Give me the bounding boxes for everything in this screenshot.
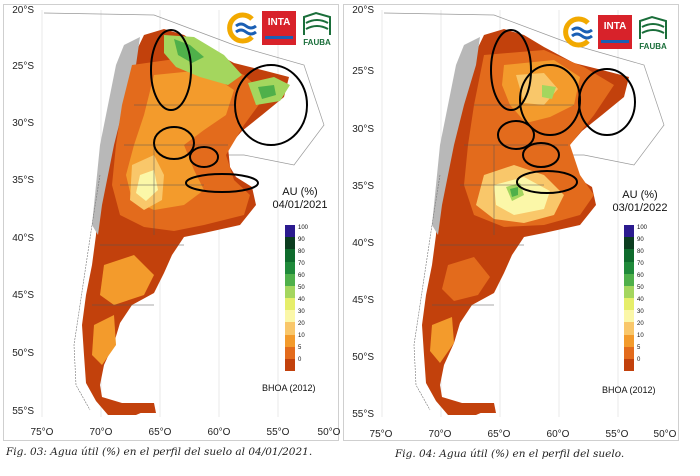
caption-fig03: Fig. 03: Agua útil (%) en el perfil del … <box>6 446 313 458</box>
legend-date: 03/01/2022 <box>612 202 668 214</box>
lon-label: 50°O <box>317 427 341 438</box>
lat-label: 20°S <box>352 5 374 16</box>
lat-label: 50°S <box>352 352 374 363</box>
lat-label: 20°S <box>12 5 34 16</box>
andes-grey <box>432 37 480 235</box>
lat-label: 50°S <box>12 348 34 359</box>
lat-label: 55°S <box>12 406 34 417</box>
fauba-logo: FAUBA <box>300 11 334 47</box>
legend-au-label: AU (%) <box>282 186 318 198</box>
highlight-ellipse-nw <box>490 29 532 111</box>
ora-logo-icon <box>224 11 258 45</box>
legend-colorbar <box>285 225 295 372</box>
lat-label: 35°S <box>12 175 34 186</box>
legend-date: 04/01/2021 <box>272 199 328 211</box>
lat-label: 45°S <box>352 295 374 306</box>
fauba-logo: FAUBA <box>636 15 670 51</box>
lat-label: 25°S <box>12 61 34 72</box>
highlight-ellipse-ne <box>578 68 636 136</box>
logos: INTA FAUBA <box>224 11 334 47</box>
lon-label: 50°O <box>653 429 677 440</box>
lat-label: 45°S <box>12 290 34 301</box>
source-label: BHOA (2012) <box>262 383 316 393</box>
lon-label: 65°O <box>487 429 511 440</box>
lon-label: 70°O <box>89 427 113 438</box>
map-panel-fig04: 20°S 25°S 30°S 35°S 40°S 45°S 50°S 55°S … <box>343 4 679 441</box>
map-fig04 <box>381 10 665 417</box>
logos: INTA FAUBA <box>560 15 670 51</box>
lat-label: 55°S <box>352 409 374 420</box>
lon-label: 60°O <box>546 429 570 440</box>
lon-label: 65°O <box>148 427 172 438</box>
lat-label: 40°S <box>12 233 34 244</box>
lat-label: 30°S <box>352 124 374 135</box>
legend-colorbar <box>624 225 634 372</box>
legend-title: AU (%) 04/01/2021 <box>260 186 340 212</box>
lon-label: 70°O <box>428 429 452 440</box>
source-label: BHOA (2012) <box>602 385 656 395</box>
inta-logo: INTA <box>598 15 632 49</box>
map-panel-fig03: 20°S 25°S 30°S 35°S 40°S 45°S 50°S 55°S … <box>3 4 340 441</box>
map-fig03 <box>41 10 325 417</box>
lat-label: 35°S <box>352 181 374 192</box>
highlight-ellipse-ne <box>234 64 308 146</box>
lon-label: 75°O <box>369 429 393 440</box>
inta-logo: INTA <box>262 11 296 45</box>
lat-label: 40°S <box>352 238 374 249</box>
legend-au-label: AU (%) <box>622 189 658 201</box>
highlight-ellipse-nw <box>150 29 192 111</box>
lat-label: 25°S <box>352 66 374 77</box>
lon-label: 60°O <box>207 427 231 438</box>
caption-fig04: Fig. 04: Agua útil (%) en el perfil del … <box>395 448 625 460</box>
lon-label: 75°O <box>30 427 54 438</box>
lon-label: 55°O <box>605 429 629 440</box>
legend-title: AU (%) 03/01/2022 <box>600 189 680 215</box>
ora-logo-icon <box>560 15 594 49</box>
lat-label: 30°S <box>12 118 34 129</box>
lon-label: 55°O <box>266 427 290 438</box>
